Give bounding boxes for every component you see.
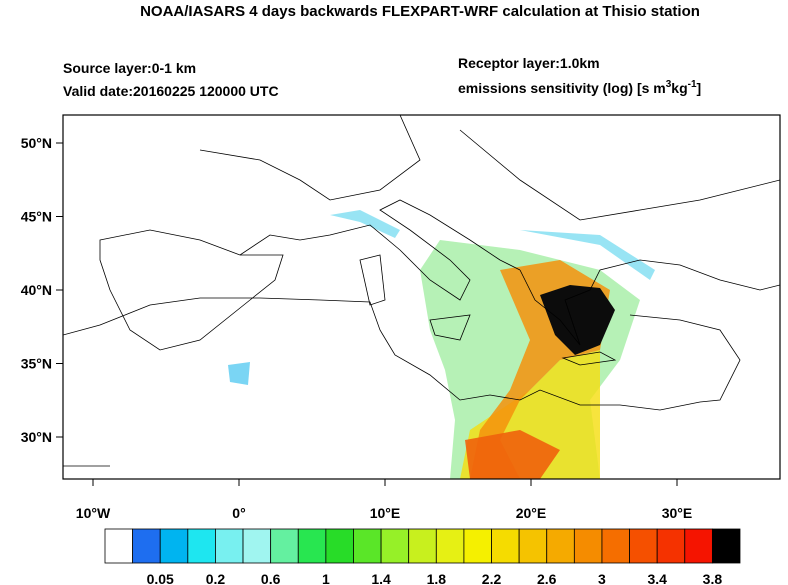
colorbar-box bbox=[242, 528, 272, 564]
title: NOAA/IASARS 4 days backwards FLEXPART-WR… bbox=[140, 3, 700, 20]
colorbar-box bbox=[491, 528, 520, 564]
units-text: ] bbox=[697, 80, 702, 96]
colorbar-box bbox=[159, 528, 189, 564]
colorbar-label: 1.8 bbox=[427, 571, 447, 585]
lat-label: 40°N bbox=[21, 282, 52, 298]
colorbar-label: 1 bbox=[322, 571, 330, 585]
colorbar-box bbox=[380, 528, 410, 564]
colorbar-box bbox=[684, 528, 713, 564]
colorbar-label: 3.4 bbox=[647, 571, 667, 585]
lat-label: 50°N bbox=[21, 135, 52, 151]
valid-date: Valid date:20160225 120000 UTC bbox=[63, 83, 279, 99]
colorbar-box bbox=[353, 528, 382, 564]
colorbar-box bbox=[270, 528, 299, 564]
colorbar-box bbox=[711, 528, 741, 564]
colorbar-label: 2.6 bbox=[537, 571, 557, 585]
lat-label: 45°N bbox=[21, 209, 52, 225]
lon-label: 20°E bbox=[516, 505, 547, 521]
coastlines bbox=[63, 115, 780, 467]
colorbar-box bbox=[435, 528, 465, 564]
colorbar-box bbox=[573, 528, 603, 564]
colorbar-box bbox=[408, 528, 437, 564]
receptor-layer: Receptor layer:1.0km bbox=[458, 55, 600, 71]
colorbar-label: 0.2 bbox=[206, 571, 226, 585]
units-text: kg bbox=[671, 80, 687, 96]
lon-label: 10°W bbox=[76, 505, 111, 521]
colorbar-box bbox=[629, 528, 658, 564]
lat-label: 35°N bbox=[21, 356, 52, 372]
units-text: emissions sensitivity (log) [s m bbox=[458, 80, 666, 96]
colorbar-box bbox=[601, 528, 630, 564]
lon-label: 0° bbox=[232, 505, 245, 521]
colorbar-box bbox=[215, 528, 244, 564]
colorbar-box bbox=[187, 528, 216, 564]
map-frame bbox=[62, 114, 781, 480]
colorbar-box bbox=[518, 528, 548, 564]
units: emissions sensitivity (log) [s m3kg-1] bbox=[458, 79, 701, 96]
colorbar-label: 1.4 bbox=[371, 571, 391, 585]
source-layer: Source layer:0-1 km bbox=[63, 60, 196, 76]
colorbar-box bbox=[463, 528, 492, 564]
colorbar-box bbox=[132, 528, 161, 564]
colorbar-label: 2.2 bbox=[482, 571, 502, 585]
units-sup: -1 bbox=[688, 79, 697, 90]
lon-label: 30°E bbox=[662, 505, 693, 521]
colorbar-box bbox=[325, 528, 354, 564]
lon-label: 10°E bbox=[370, 505, 401, 521]
colorbar-box bbox=[546, 528, 575, 564]
colorbar-label: 0.6 bbox=[261, 571, 281, 585]
colorbar-box bbox=[297, 528, 327, 564]
units-sup: 3 bbox=[666, 79, 672, 90]
colorbar-box bbox=[104, 528, 134, 564]
colorbar-label: 3 bbox=[598, 571, 606, 585]
colorbar-label: 3.8 bbox=[703, 571, 723, 585]
plume bbox=[228, 210, 655, 479]
colorbar-box bbox=[656, 528, 686, 564]
colorbar: 0.05 0.2 0.6 1 1.4 1.8 2.2 2.6 3 3.4 3.8 bbox=[104, 528, 741, 585]
map: 10°W 0° 10°E 20°E 30°E 50°N 45°N 40°N 35°N 30°N bbox=[21, 114, 781, 521]
lat-label: 30°N bbox=[21, 429, 52, 445]
colorbar-label: 0.05 bbox=[147, 571, 174, 585]
